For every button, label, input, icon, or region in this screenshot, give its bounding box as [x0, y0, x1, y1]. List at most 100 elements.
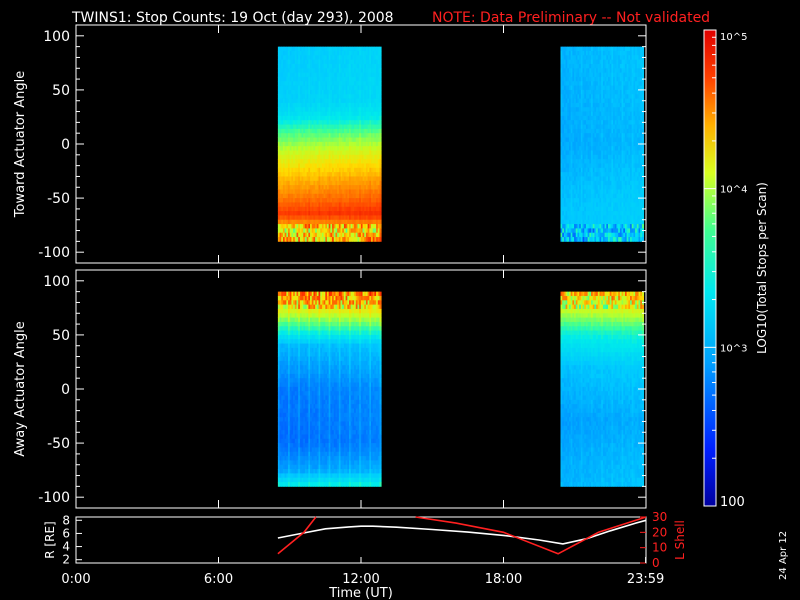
toward-heatmap-cell: [332, 89, 335, 95]
toward-heatmap-cell: [288, 219, 291, 225]
toward-heatmap-cell: [560, 98, 563, 104]
toward-heatmap-cell: [565, 107, 568, 112]
toward-heatmap-cell: [330, 85, 333, 91]
toward-heatmap-cell: [281, 198, 284, 203]
toward-heatmap-cell: [345, 76, 348, 82]
toward-heatmap-cell: [616, 98, 619, 104]
toward-heatmap-cell: [279, 59, 282, 65]
toward-heatmap-cell: [289, 154, 292, 160]
toward-heatmap-cell: [623, 172, 626, 177]
toward-heatmap-cell: [313, 228, 316, 234]
toward-heatmap-cell: [582, 111, 585, 117]
toward-heatmap-cell: [604, 180, 607, 186]
toward-heatmap-cell: [355, 154, 358, 160]
toward-heatmap-cell: [601, 133, 604, 138]
toward-heatmap-cell: [614, 237, 617, 242]
toward-heatmap-cell: [357, 163, 360, 169]
toward-heatmap-cell: [308, 68, 311, 73]
toward-heatmap-cell: [301, 202, 304, 208]
toward-heatmap-cell: [328, 111, 331, 117]
toward-heatmap-cell: [601, 228, 604, 234]
toward-heatmap-cell: [303, 63, 306, 69]
toward-heatmap-cell: [582, 128, 585, 134]
toward-heatmap-cell: [367, 163, 370, 169]
toward-heatmap-cell: [582, 224, 585, 229]
toward-heatmap-cell: [365, 137, 369, 143]
toward-heatmap-cell: [320, 63, 323, 69]
toward-heatmap-cell: [338, 94, 341, 99]
toward-heatmap-cell: [286, 146, 289, 151]
toward-heatmap-cell: [628, 55, 631, 61]
toward-heatmap-cell: [577, 154, 580, 160]
toward-heatmap-cell: [609, 228, 612, 234]
toward-heatmap-cell: [613, 141, 616, 147]
toward-heatmap-cell: [572, 180, 575, 186]
toward-heatmap-cell: [638, 159, 641, 164]
toward-heatmap-cell: [640, 211, 643, 216]
toward-heatmap-cell: [626, 98, 629, 104]
toward-heatmap-cell: [574, 46, 577, 52]
toward-heatmap-cell: [628, 111, 631, 117]
toward-heatmap-cell: [582, 206, 585, 212]
toward-heatmap-cell: [296, 180, 299, 186]
toward-heatmap-cell: [630, 211, 633, 216]
toward-heatmap-cell: [560, 232, 563, 238]
toward-heatmap-cell: [624, 89, 628, 95]
toward-heatmap-cell: [350, 189, 353, 195]
toward-heatmap-cell: [604, 94, 607, 99]
toward-heatmap-cell: [345, 237, 348, 242]
toward-heatmap-cell: [369, 193, 372, 199]
toward-heatmap-cell: [306, 228, 309, 234]
toward-heatmap-cell: [335, 211, 338, 216]
toward-heatmap-cell: [350, 137, 353, 143]
toward-heatmap-cell: [299, 237, 302, 242]
toward-heatmap-cell: [286, 228, 289, 234]
toward-heatmap-cell: [335, 111, 338, 117]
toward-heatmap-cell: [371, 211, 374, 216]
toward-heatmap-cell: [284, 232, 287, 238]
toward-heatmap-cell: [337, 146, 340, 151]
toward-heatmap-cell: [614, 224, 617, 229]
toward-heatmap-cell: [619, 115, 622, 121]
toward-heatmap-cell: [597, 202, 600, 208]
toward-heatmap-cell: [611, 85, 614, 91]
toward-heatmap-cell: [315, 172, 318, 177]
toward-heatmap-cell: [614, 172, 617, 177]
toward-heatmap-cell: [585, 107, 589, 112]
toward-heatmap-cell: [602, 81, 606, 86]
toward-heatmap-cell: [288, 172, 291, 177]
toward-heatmap-cell: [282, 224, 286, 229]
toward-heatmap-cell: [337, 237, 340, 242]
toward-heatmap-cell: [580, 146, 583, 151]
toward-heatmap-cell: [568, 72, 572, 78]
toward-heatmap-cell: [355, 63, 358, 69]
toward-heatmap-cell: [310, 180, 313, 186]
toward-heatmap-cell: [318, 46, 321, 52]
toward-heatmap-cell: [345, 137, 348, 143]
toward-heatmap-cell: [277, 107, 280, 112]
toward-heatmap-cell: [567, 85, 570, 91]
toward-heatmap-cell: [340, 146, 343, 151]
toward-heatmap-cell: [296, 232, 299, 238]
toward-heatmap-cell: [624, 172, 628, 177]
toward-heatmap-cell: [364, 219, 367, 225]
toward-heatmap-cell: [371, 46, 374, 52]
toward-heatmap-cell: [618, 55, 621, 61]
toward-heatmap-cell: [332, 68, 335, 73]
toward-heatmap-cell: [585, 185, 589, 190]
toward-heatmap-cell: [301, 167, 304, 173]
toward-heatmap-cell: [371, 137, 374, 143]
toward-heatmap-cell: [306, 202, 309, 208]
toward-heatmap-cell: [279, 193, 282, 199]
toward-heatmap-cell: [362, 102, 365, 108]
toward-heatmap-cell: [636, 124, 639, 130]
toward-heatmap-cell: [633, 98, 636, 104]
toward-heatmap-cell: [562, 232, 565, 238]
toward-heatmap-cell: [301, 102, 304, 108]
toward-heatmap-cell: [619, 232, 622, 238]
toward-heatmap-cell: [325, 111, 328, 117]
toward-heatmap-cell: [333, 55, 336, 61]
toward-heatmap-cell: [342, 111, 345, 117]
toward-heatmap-cell: [562, 50, 565, 56]
toward-heatmap-cell: [374, 76, 377, 82]
